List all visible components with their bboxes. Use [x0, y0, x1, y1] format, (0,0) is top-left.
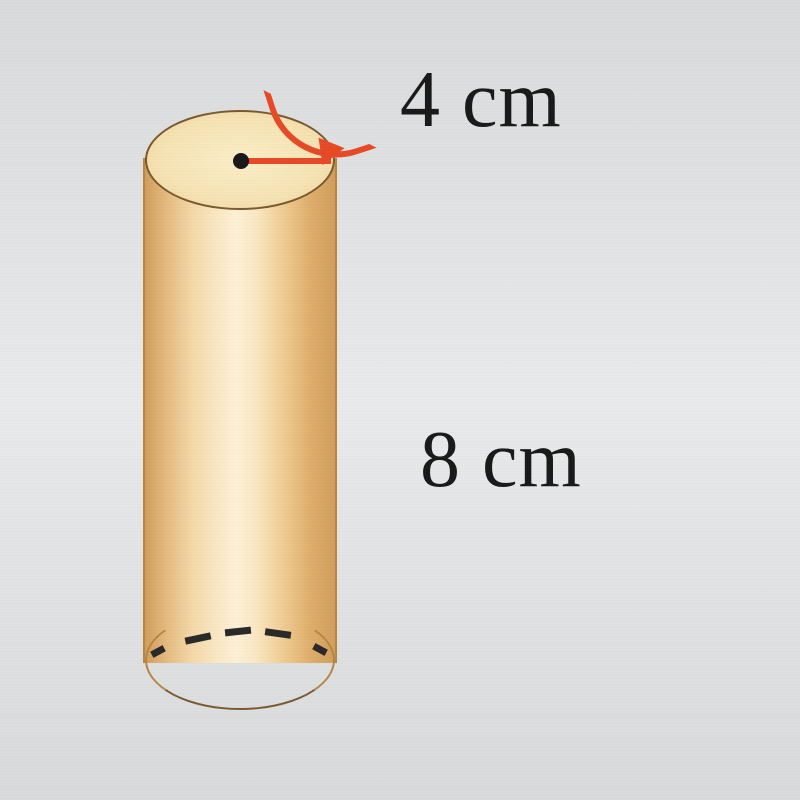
radius-label: 4 cm: [400, 55, 562, 146]
cylinder-bottom-ellipse: [145, 610, 335, 710]
center-point-icon: [233, 153, 249, 169]
cylinder-body: [145, 158, 335, 663]
height-label: 8 cm: [420, 415, 582, 506]
